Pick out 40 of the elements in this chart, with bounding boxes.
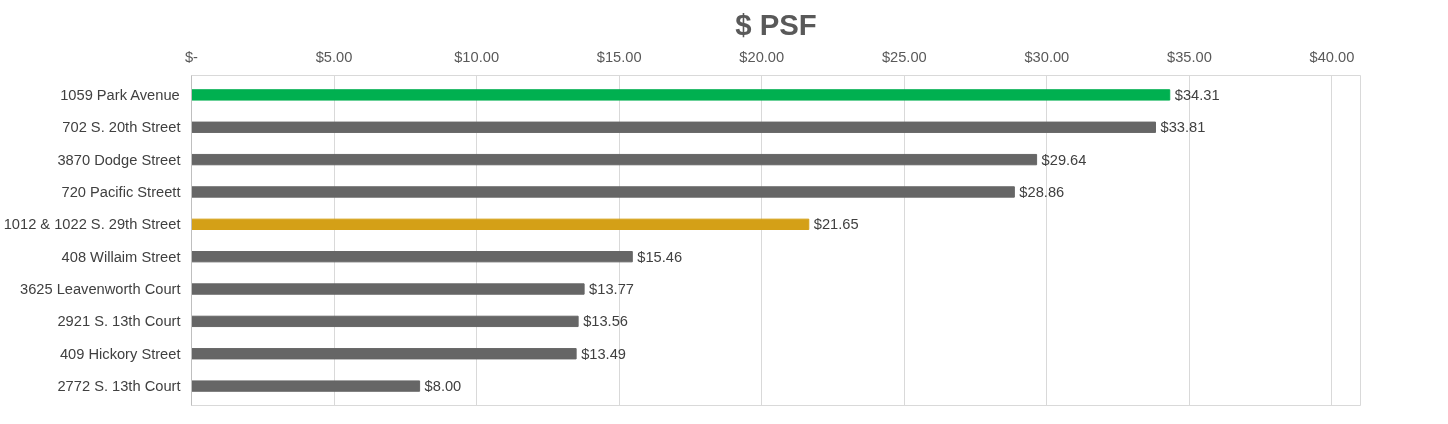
bar: [191, 121, 1156, 133]
y-tick-label: 2921 S. 13th Court: [57, 313, 181, 330]
y-tick-label: 3870 Dodge Street: [57, 151, 181, 168]
bar: [191, 153, 1038, 166]
data-label: $34.31: [1174, 86, 1220, 103]
data-label: $15.46: [637, 248, 683, 265]
bar: [191, 283, 585, 295]
bar: [191, 251, 633, 263]
chart-title: $ PSF: [735, 7, 817, 41]
bar: [191, 186, 1015, 198]
x-tick-label: $35.00: [1167, 48, 1212, 65]
data-label: $21.65: [813, 216, 859, 233]
x-tick-label: $30.00: [1024, 48, 1070, 65]
y-tick-label: 2772 S. 13th Court: [57, 378, 181, 395]
x-tick-label: $20.00: [739, 48, 785, 65]
x-tick-label: $-: [184, 48, 199, 65]
data-label: $8.00: [424, 378, 462, 395]
bar: [191, 218, 810, 230]
x-tick-label: $5.00: [315, 48, 353, 65]
y-tick-label: 1059 Park Avenue: [60, 86, 180, 103]
data-label: $29.64: [1041, 151, 1087, 168]
x-tick-label: $40.00: [1309, 48, 1355, 65]
y-tick-label: 720 Pacific Streett: [61, 183, 181, 200]
bar: [191, 380, 421, 392]
data-label: $28.86: [1019, 183, 1065, 200]
data-label: $13.77: [589, 281, 634, 298]
x-tick-label: $10.00: [454, 48, 500, 65]
y-tick-label: 3625 Leavenworth Court: [19, 281, 181, 298]
y-tick-label: 408 Willaim Street: [61, 248, 181, 265]
data-label: $13.56: [583, 313, 628, 330]
data-label: $13.49: [581, 345, 626, 362]
bar: [191, 348, 577, 360]
bar: [191, 315, 579, 328]
y-tick-label: 702 S. 20th Street: [62, 119, 181, 136]
data-label: $33.81: [1160, 119, 1206, 136]
x-tick-label: $15.00: [596, 48, 642, 65]
y-tick-label: 1012 & 1022 S. 29th Street: [3, 216, 181, 233]
x-tick-label: $25.00: [881, 48, 927, 65]
bar: [191, 89, 1171, 101]
y-tick-label: 409 Hickory Street: [59, 345, 181, 362]
